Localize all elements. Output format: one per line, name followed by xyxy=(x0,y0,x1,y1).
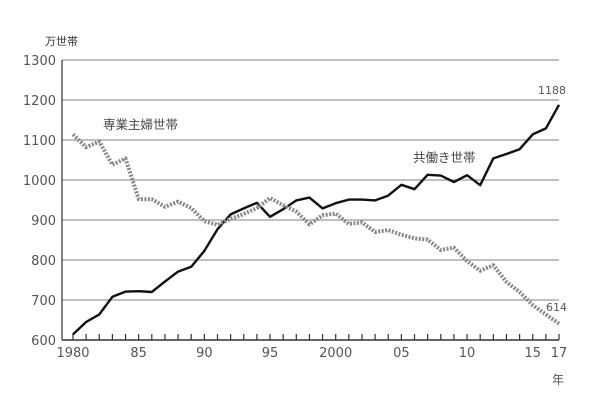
x-tick-label: 90 xyxy=(196,346,213,361)
y-axis-unit-label: 万世帯 xyxy=(45,35,78,48)
y-tick-label: 1200 xyxy=(23,94,56,109)
y-tick-label: 1100 xyxy=(23,134,56,149)
x-tick-label: 15 xyxy=(524,346,541,361)
x-tick-label: 95 xyxy=(262,346,279,361)
y-tick-label: 1300 xyxy=(23,54,56,69)
series-label-housewife: 専業主婦世帯 xyxy=(103,117,178,132)
y-tick-label: 1000 xyxy=(23,174,56,189)
series-lines xyxy=(71,104,561,336)
x-axis-year-label: 年 xyxy=(552,373,564,387)
x-tick-label: 05 xyxy=(393,346,410,361)
y-tick-label: 800 xyxy=(31,254,56,269)
end-value-dual-income: 1188 xyxy=(538,84,566,97)
series-label-dual-income: 共働き世帯 xyxy=(413,150,476,165)
x-tick-label: 1980 xyxy=(56,346,89,361)
y-tick-label: 600 xyxy=(31,334,56,349)
axes: 600 700 800 900 1000 1100 1200 1300 1980 85 90 95 20… xyxy=(23,54,567,361)
x-tick-label: 2000 xyxy=(319,346,352,361)
series-line-dual-income xyxy=(72,104,561,336)
series-line-housewife xyxy=(71,132,561,326)
x-tick-label: 17 xyxy=(551,346,568,361)
y-tick-label: 900 xyxy=(31,214,56,229)
x-tick-label: 10 xyxy=(459,346,476,361)
x-tick-label: 85 xyxy=(130,346,147,361)
end-value-housewife: 614 xyxy=(546,301,567,314)
y-tick-label: 700 xyxy=(31,294,56,309)
gridlines xyxy=(62,59,559,301)
